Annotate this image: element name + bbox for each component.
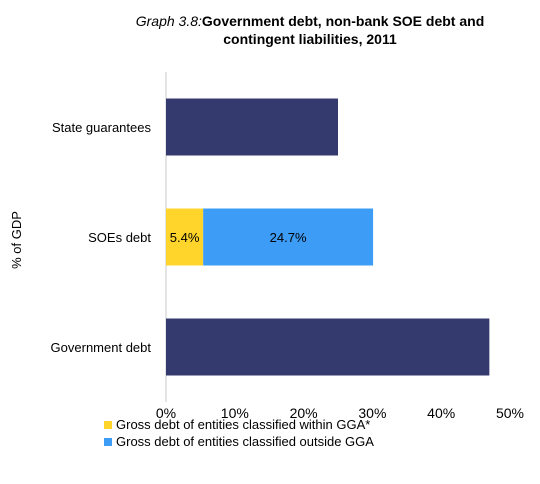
- category-label-soes-debt: SOEs debt: [88, 230, 151, 245]
- chart-title-prefix: Graph 3.8:: [135, 13, 202, 29]
- chart-title: Graph 3.8:Government debt, non-bank SOE …: [110, 12, 510, 48]
- category-label-government-debt: Government debt: [51, 340, 152, 355]
- y-axis-label: % of GDP: [9, 211, 24, 269]
- x-tick-label-3: 30%: [358, 405, 386, 421]
- legend-item-outside-gga: Gross debt of entities classified outsid…: [104, 433, 374, 450]
- bar-government-debt-series-0: [166, 318, 490, 376]
- x-tick-label-1: 10%: [221, 405, 249, 421]
- bar-soes-debt-series-2: [203, 208, 374, 266]
- x-tick-label-2: 20%: [290, 405, 318, 421]
- x-tick-label-4: 40%: [427, 405, 455, 421]
- legend-swatch-outside-gga: [104, 437, 112, 446]
- bar-soes-debt-series-1: [166, 208, 204, 266]
- legend: Gross debt of entities classified within…: [104, 416, 374, 450]
- legend-swatch-within-gga: [104, 420, 112, 429]
- chart-title-text: Government debt, non-bank SOE debt and c…: [201, 13, 485, 47]
- data-label-soes-debt-series-1: 5.4%: [170, 230, 200, 245]
- legend-label-within-gga: Gross debt of entities classified within…: [116, 417, 371, 432]
- x-tick-label-5: 50%: [496, 405, 524, 421]
- legend-label-outside-gga: Gross debt of entities classified outsid…: [116, 434, 374, 449]
- x-tick-label-0: 0%: [156, 405, 176, 421]
- legend-item-within-gga: Gross debt of entities classified within…: [104, 416, 374, 433]
- category-label-state-guarantees: State guarantees: [52, 120, 152, 135]
- data-label-soes-debt-series-2: 24.7%: [270, 230, 307, 245]
- bar-state-guarantees-series-0: [166, 98, 338, 156]
